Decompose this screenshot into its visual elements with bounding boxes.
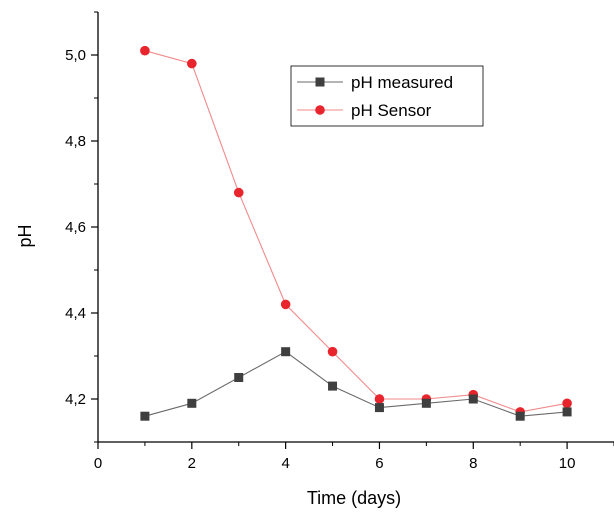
x-tick-label: 8 [469,455,477,472]
legend-item-measured: pH measured [297,73,453,92]
data-point [468,394,478,404]
data-point [187,398,197,408]
x-tick-label: 6 [375,455,383,472]
data-point [140,411,150,421]
data-point [374,403,384,413]
plot-series [140,45,572,421]
data-point [374,394,385,404]
data-point [515,411,525,421]
y-tick-label: 4,8 [65,133,86,150]
x-tick-label: 0 [94,455,102,472]
data-point [281,347,291,357]
data-point [140,45,150,56]
legend-label-sensor: pH Sensor [351,101,432,120]
data-point [233,187,244,198]
data-point [562,398,572,409]
axis-ticks: 0 2 4 6 8 10 4,2 4,4 4,6 4,8 5,0 [65,11,614,472]
data-point [234,373,244,382]
legend-item-sensor: pH Sensor [297,101,432,120]
x-tick-label: 10 [559,455,576,472]
data-point [327,346,338,357]
y-axis-title: pH [15,224,35,247]
legend-marker-square [315,77,325,87]
data-point [421,398,431,408]
data-point [562,407,572,417]
y-tick-label: 5,0 [65,47,86,64]
x-tick-label: 4 [281,455,289,472]
legend-label-measured: pH measured [351,73,453,92]
y-tick-label: 4,2 [65,391,86,408]
x-tick-label: 2 [188,455,196,472]
legend: pH measured pH Sensor [290,65,484,127]
legend-box [290,65,484,127]
legend-marker-circle [315,105,325,115]
data-point [280,299,291,310]
data-point [187,58,197,69]
y-tick-label: 4,4 [65,305,86,322]
y-tick-label: 4,6 [65,219,86,236]
x-axis-title: Time (days) [307,488,401,508]
series-line [144,351,568,417]
series-line [144,50,568,413]
series-measured [140,347,572,421]
data-point [328,381,338,391]
